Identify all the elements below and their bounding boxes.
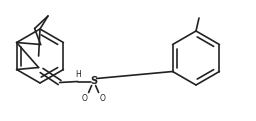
Text: S: S xyxy=(90,76,97,87)
Text: O: O xyxy=(82,94,88,103)
Text: H: H xyxy=(76,70,81,79)
Text: O: O xyxy=(100,94,105,103)
